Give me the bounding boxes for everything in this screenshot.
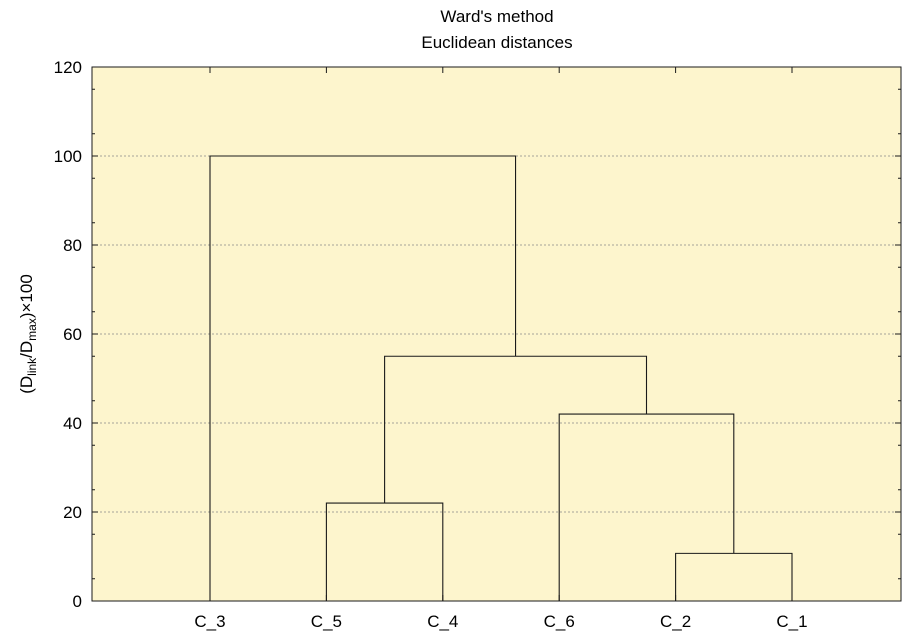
y-tick-label: 0 (73, 592, 82, 611)
leaf-label: C_3 (194, 612, 225, 631)
chart-subtitle: Euclidean distances (421, 33, 572, 52)
leaf-label: C_1 (776, 612, 807, 631)
merge-link (209, 155, 517, 601)
y-tick-label: 40 (63, 414, 82, 433)
leaf-label: C_6 (544, 612, 575, 631)
y-tick-label: 100 (54, 147, 82, 166)
axis-labels: 0 20 40 60 80 100 120 C_3 C_5 C_4 C_6 C_2 C_1 (54, 58, 808, 631)
dendrogram-links (209, 155, 793, 601)
chart-title: Ward's method (440, 7, 553, 26)
y-tick-label: 20 (63, 503, 82, 522)
y-tick-label: 60 (63, 325, 82, 344)
y-axis-label: (Dlink/Dmax)×100 (17, 274, 39, 394)
y-tick-label: 80 (63, 236, 82, 255)
leaf-label: C_5 (311, 612, 342, 631)
y-tick-label: 120 (54, 58, 82, 77)
leaf-label: C_4 (427, 612, 458, 631)
leaf-label: C_2 (660, 612, 691, 631)
